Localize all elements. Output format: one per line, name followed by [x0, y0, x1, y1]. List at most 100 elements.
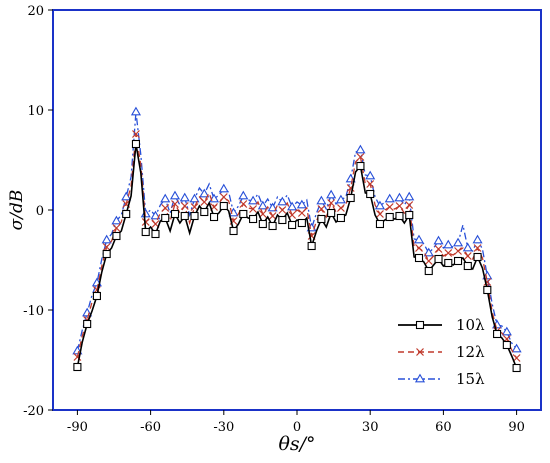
- data-point-10: [122, 209, 131, 219]
- y-tick-label: -20: [23, 404, 44, 419]
- data-point-15: [511, 343, 522, 353]
- data-point-15: [296, 199, 307, 209]
- legend-label: 10λ: [456, 316, 485, 334]
- data-point-12: [327, 199, 336, 207]
- data-point-10: [239, 209, 248, 219]
- data-point-12: [434, 245, 443, 253]
- data-point-12: [444, 249, 453, 257]
- tick-layer: -90 -60 -30 0 30 60 90 -20 -10 0 10 20: [23, 4, 525, 435]
- x-tick-label: -30: [213, 420, 234, 435]
- data-point-10: [463, 261, 472, 271]
- legend-marker: [416, 348, 424, 356]
- data-point-12: [102, 243, 111, 251]
- data-point-10: [219, 201, 228, 211]
- data-point-10: [190, 211, 199, 221]
- data-point-12: [297, 209, 306, 217]
- data-point-12: [180, 202, 189, 210]
- data-point-15: [267, 202, 278, 212]
- x-tick-label: 0: [293, 420, 301, 435]
- data-point-12: [239, 200, 248, 208]
- data-point-10: [141, 227, 150, 237]
- data-point-15: [199, 188, 210, 198]
- data-point-12: [132, 130, 140, 138]
- data-point-10: [512, 363, 521, 373]
- data-point-12: [278, 206, 287, 214]
- data-point-12: [366, 180, 375, 188]
- data-point-12: [317, 205, 326, 213]
- data-point-15: [238, 190, 249, 200]
- data-point-10: [209, 212, 219, 222]
- series-line-10: [76, 143, 518, 369]
- data-point-15: [257, 200, 268, 210]
- data-point-12: [395, 202, 404, 210]
- data-point-12: [376, 210, 384, 218]
- data-point-10: [414, 253, 424, 263]
- data-point-15: [423, 247, 434, 257]
- data-point-10: [102, 249, 111, 259]
- data-point-15: [277, 196, 288, 206]
- data-point-12: [112, 224, 121, 232]
- data-point-10: [200, 207, 209, 217]
- legend-label: 12λ: [456, 343, 485, 361]
- legend-item-12: 12λ: [398, 343, 485, 361]
- data-point-12: [268, 212, 277, 220]
- y-tick-label: 0: [36, 204, 44, 219]
- data-point-12: [454, 247, 462, 255]
- data-point-15: [355, 144, 366, 154]
- data-point-10: [336, 213, 345, 223]
- data-point-12: [249, 205, 258, 213]
- data-point-15: [150, 210, 161, 220]
- series-line-15: [76, 111, 518, 352]
- data-point-10: [366, 189, 375, 199]
- data-point-15: [374, 200, 386, 210]
- data-point-15: [326, 189, 337, 199]
- data-point-12: [190, 203, 199, 211]
- data-point-10: [92, 291, 101, 301]
- data-point-10: [424, 266, 433, 276]
- y-tick-label: -10: [23, 304, 44, 319]
- data-point-10: [288, 220, 297, 230]
- data-point-10: [249, 214, 258, 224]
- data-point-12: [141, 218, 150, 226]
- data-point-10: [434, 254, 443, 264]
- data-point-10: [346, 193, 355, 203]
- data-point-10: [395, 211, 404, 221]
- data-point-15: [472, 234, 483, 244]
- data-point-12: [405, 201, 414, 209]
- series-line-12: [76, 133, 518, 359]
- data-point-10: [258, 219, 267, 229]
- data-point-10: [170, 209, 180, 219]
- data-point-15: [404, 191, 415, 201]
- data-point-15: [101, 234, 112, 244]
- x-tick-label: 90: [508, 420, 525, 435]
- data-point-10: [131, 139, 141, 149]
- data-point-10: [307, 241, 316, 251]
- data-point-15: [452, 237, 464, 247]
- data-point-10: [473, 252, 482, 262]
- data-point-15: [111, 215, 122, 225]
- data-point-10: [375, 219, 385, 229]
- x-axis-title: θs/°: [278, 433, 315, 455]
- data-point-12: [200, 198, 209, 206]
- series-12: [73, 130, 521, 362]
- data-point-12: [219, 193, 228, 201]
- data-point-15: [179, 192, 190, 202]
- data-point-15: [443, 239, 454, 249]
- data-point-15: [335, 194, 346, 204]
- data-point-15: [501, 326, 512, 336]
- y-tick-label: 10: [27, 104, 44, 119]
- x-tick-label: 30: [362, 420, 379, 435]
- data-point-10: [317, 214, 326, 224]
- data-point-12: [336, 204, 345, 212]
- legend-item-15: 15λ: [398, 370, 485, 388]
- data-point-15: [160, 193, 171, 203]
- series-layer: [72, 106, 522, 373]
- data-point-10: [356, 161, 365, 171]
- data-point-10: [73, 362, 82, 372]
- data-point-15: [287, 201, 298, 211]
- data-point-10: [385, 212, 394, 222]
- data-point-15: [169, 190, 181, 200]
- series-10: [73, 139, 521, 373]
